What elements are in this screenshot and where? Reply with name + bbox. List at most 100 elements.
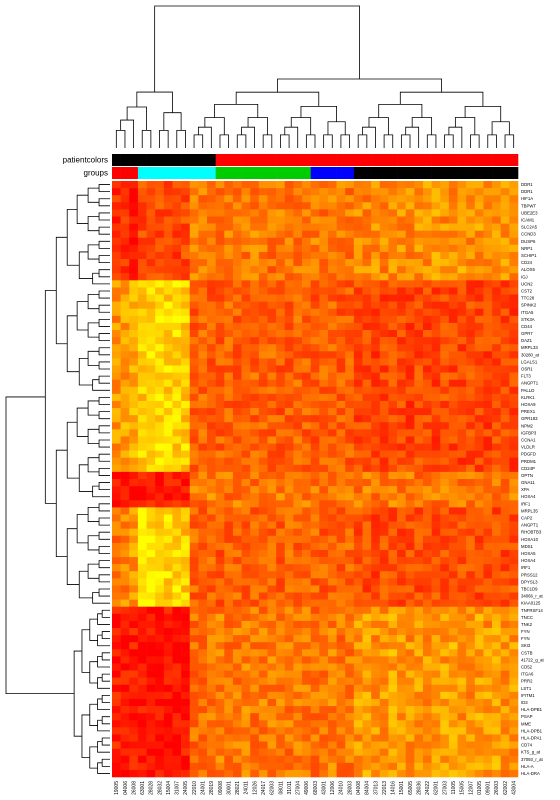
heatmap-cell [189, 748, 199, 757]
heatmap-cell [414, 422, 424, 430]
heatmap-cell [276, 769, 286, 778]
heatmap-cell [155, 464, 165, 473]
heatmap-cell [258, 294, 268, 302]
heatmap-cell [232, 479, 242, 487]
heatmap-cell [302, 535, 311, 544]
heatmap-cell [362, 294, 372, 302]
heatmap-cell [258, 500, 268, 508]
dendrogram-link [87, 400, 100, 416]
column-label: 24010 [339, 781, 345, 795]
heatmap-cell [327, 188, 337, 196]
heatmap-cell [457, 486, 467, 494]
heatmap-cell [258, 493, 268, 501]
heatmap-cell [466, 372, 476, 380]
heatmap-cell [509, 698, 519, 707]
heatmap-cell [250, 344, 260, 352]
heatmap-cell [120, 493, 130, 501]
heatmap-cell [431, 713, 441, 721]
heatmap-cell [310, 649, 320, 657]
heatmap-cell [267, 628, 277, 636]
heatmap-cell [336, 244, 346, 253]
heatmap-cell [224, 464, 234, 473]
heatmap-cell [414, 322, 424, 331]
heatmap-cell [198, 400, 208, 409]
heatmap-cell [422, 301, 432, 310]
heatmap-cell [483, 436, 493, 444]
heatmap-cell [466, 486, 476, 494]
heatmap-cell [345, 379, 355, 388]
heatmap-cell [155, 670, 165, 678]
heatmap-cell [302, 266, 311, 274]
heatmap-cell [353, 585, 363, 593]
heatmap-cell [137, 557, 147, 565]
heatmap-cell [293, 748, 303, 757]
heatmap-cell [232, 493, 242, 501]
heatmap-cell [483, 528, 493, 537]
heatmap-cell [284, 557, 294, 565]
heatmap-cell [362, 578, 372, 586]
row-label: CCND3 [521, 232, 536, 237]
heatmap-cell [129, 755, 139, 764]
heatmap-cell [207, 727, 216, 735]
heatmap-cell [509, 769, 519, 778]
heatmap-cell [302, 521, 311, 529]
heatmap-cell [181, 755, 191, 764]
heatmap-cell [120, 564, 130, 572]
heatmap-cell [250, 620, 260, 629]
heatmap-cell [215, 620, 225, 629]
heatmap-cell [241, 741, 251, 749]
heatmap-cell [258, 727, 268, 735]
heatmap-cell [232, 322, 242, 331]
heatmap-cell [302, 649, 311, 657]
heatmap-cell [492, 408, 502, 416]
heatmap-cell [457, 344, 467, 352]
heatmap-cell [276, 698, 286, 707]
heatmap-cell [129, 720, 139, 728]
heatmap-cell [112, 422, 121, 430]
heatmap-cell [422, 337, 432, 345]
heatmap-cell [327, 436, 337, 444]
dendrogram-link [92, 592, 110, 604]
heatmap-cell [379, 223, 389, 231]
heatmap-cell [492, 663, 502, 671]
dendrogram-link [66, 528, 80, 585]
heatmap-cell [310, 202, 320, 210]
heatmap-cell [129, 479, 139, 487]
heatmap-cell [112, 713, 121, 721]
heatmap-cell [492, 351, 502, 359]
heatmap-cell [146, 400, 156, 409]
heatmap-cell [327, 656, 337, 664]
heatmap-cell [137, 315, 147, 324]
heatmap-cell [137, 514, 147, 522]
heatmap-cell [172, 415, 182, 423]
heatmap-cell [163, 507, 173, 515]
heatmap-cell [448, 592, 458, 600]
heatmap-cell [474, 521, 484, 529]
heatmap-cell [414, 727, 424, 735]
heatmap-cell [397, 599, 406, 608]
heatmap-cell [474, 273, 484, 281]
heatmap-cell [120, 557, 130, 565]
heatmap-cell [241, 365, 251, 373]
heatmap-cell [397, 727, 406, 735]
heatmap-cell [509, 365, 519, 373]
heatmap-cell [345, 259, 355, 267]
heatmap-cell [388, 365, 398, 373]
heatmap-cell [155, 706, 165, 714]
heatmap-cell [405, 400, 415, 409]
heatmap-cell [163, 620, 173, 629]
heatmap-cell [431, 230, 441, 239]
heatmap-cell [379, 422, 389, 430]
heatmap-cell [112, 592, 121, 600]
heatmap-cell [379, 620, 389, 629]
heatmap-cell [146, 415, 156, 423]
heatmap-cell [448, 741, 458, 749]
annotation-cell [371, 154, 381, 166]
heatmap-cell [362, 400, 372, 409]
heatmap-cell [120, 500, 130, 508]
heatmap-cell [466, 684, 476, 693]
heatmap-cell [371, 706, 381, 714]
heatmap-cell [457, 400, 467, 409]
heatmap-cell [207, 450, 216, 459]
heatmap-cell [293, 720, 303, 728]
